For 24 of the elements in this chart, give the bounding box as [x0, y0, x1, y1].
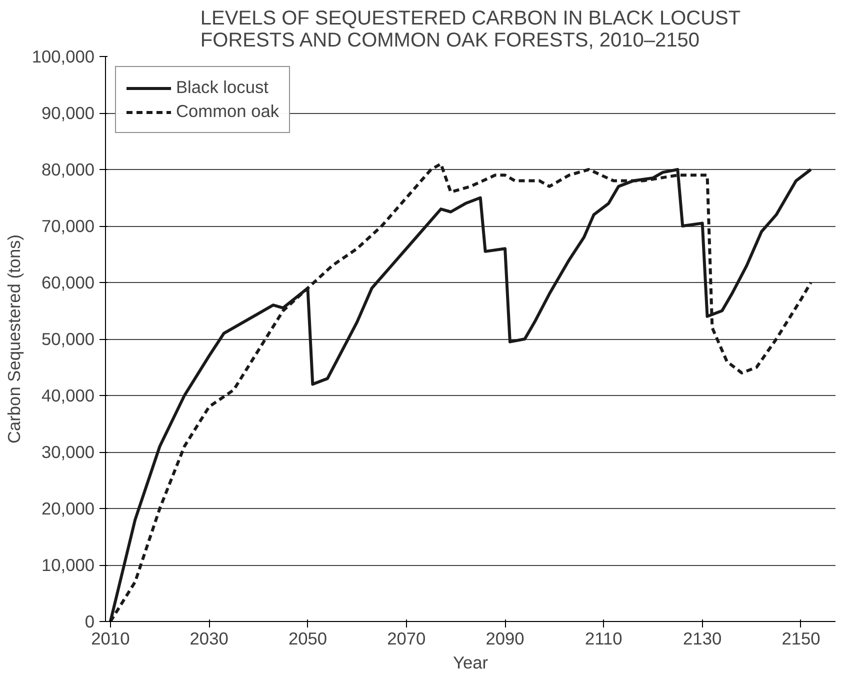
y-axis-title: Carbon Sequestered (tons): [4, 234, 24, 444]
y-tick-label: 0: [84, 612, 95, 632]
y-tick-label: 50,000: [42, 329, 94, 349]
legend-label: Black locust: [176, 77, 268, 98]
x-tick-label: 2110: [585, 628, 622, 648]
x-tick-label: 2030: [190, 628, 228, 648]
y-tick-label: 30,000: [42, 442, 94, 462]
chart-title: LEVELS OF SEQUESTERED CARBON IN BLACK LOCUST FORESTS AND COMMON OAK FORESTS, 2010–2150: [200, 8, 741, 52]
x-tick-label: 2130: [683, 628, 722, 648]
y-tick-label: 90,000: [42, 103, 94, 123]
y-tick-label: 100,000: [32, 46, 95, 66]
legend-label: Common oak: [176, 101, 280, 122]
x-tick-label: 2090: [486, 628, 524, 648]
y-tick-label: 80,000: [42, 160, 94, 180]
x-axis-title: Year: [452, 652, 488, 672]
y-tick-label: 60,000: [42, 272, 94, 292]
x-tick-label: 2150: [782, 628, 820, 648]
x-tick-label: 2050: [288, 628, 328, 648]
x-tick-label: 2010: [91, 628, 130, 648]
y-tick-label: 70,000: [42, 216, 94, 236]
y-tick-label: 10,000: [42, 555, 94, 575]
y-tick-label: 20,000: [42, 498, 94, 518]
y-tick-label: 40,000: [42, 386, 94, 406]
x-tick-label: 2070: [387, 628, 426, 648]
